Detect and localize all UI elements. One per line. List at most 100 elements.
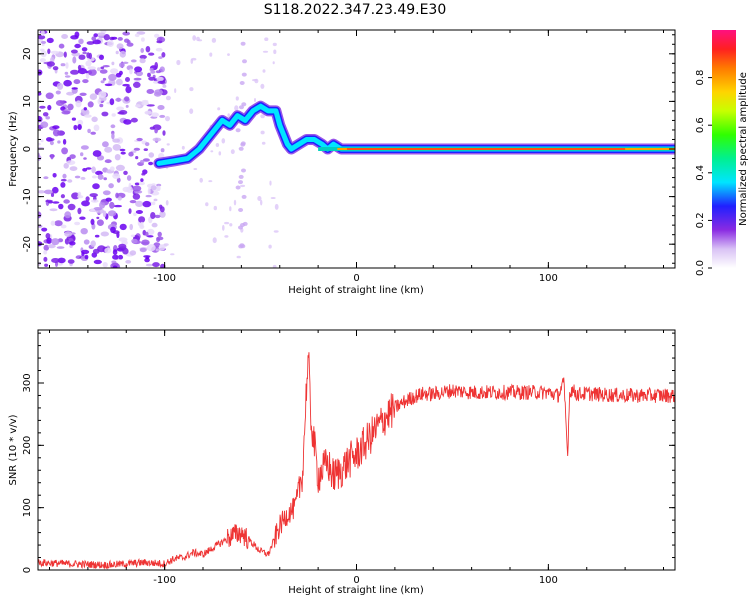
noise-speckle xyxy=(269,180,272,186)
noise-speckle xyxy=(230,149,235,155)
noise-speckle xyxy=(165,116,170,122)
noise-speckle xyxy=(61,110,71,115)
noise-speckle xyxy=(146,235,154,238)
noise-speckle xyxy=(158,244,166,251)
noise-speckle xyxy=(235,96,239,101)
noise-speckle xyxy=(150,70,156,74)
noise-speckle xyxy=(85,167,92,170)
noise-speckle xyxy=(116,78,123,86)
noise-speckle xyxy=(44,263,49,267)
colorbar: 0.0 0.2 0.4 0.6 0.8 Normalized spectral ampl… xyxy=(695,30,749,276)
noise-speckle xyxy=(92,150,102,157)
noise-speckle xyxy=(239,81,245,85)
noise-speckle xyxy=(150,212,156,219)
noise-speckle xyxy=(93,207,103,211)
noise-speckle xyxy=(71,87,78,90)
noise-speckle xyxy=(122,186,130,193)
noise-speckle xyxy=(125,260,132,264)
noise-speckle xyxy=(92,183,100,190)
spectrogram-xtick-label: 100 xyxy=(539,273,558,284)
noise-speckle xyxy=(262,69,266,73)
colorbar-tick-label: 0.8 xyxy=(695,70,706,86)
noise-speckle xyxy=(97,245,106,253)
noise-speckle xyxy=(161,52,166,58)
noise-speckle xyxy=(42,112,49,117)
noise-speckle xyxy=(66,160,76,166)
noise-speckle xyxy=(135,210,143,214)
noise-speckle xyxy=(96,32,106,37)
noise-speckle xyxy=(38,211,42,219)
noise-speckle xyxy=(49,140,54,146)
noise-speckle xyxy=(132,185,142,192)
noise-speckle xyxy=(111,36,118,40)
noise-speckle xyxy=(153,198,158,202)
noise-speckle xyxy=(236,255,241,259)
noise-speckle xyxy=(272,264,277,268)
noise-speckle xyxy=(212,237,217,244)
noise-speckle xyxy=(85,196,90,202)
noise-speckle xyxy=(60,194,65,199)
noise-speckle xyxy=(47,244,56,249)
noise-speckle xyxy=(235,128,241,133)
noise-speckle xyxy=(155,70,161,74)
noise-speckle xyxy=(122,247,129,255)
noise-speckle xyxy=(112,254,119,260)
noise-speckle xyxy=(148,52,155,56)
noise-speckle xyxy=(87,128,91,134)
noise-speckle xyxy=(136,137,143,142)
noise-speckle xyxy=(93,33,98,38)
noise-speckle xyxy=(43,256,48,262)
noise-speckle xyxy=(101,111,109,117)
noise-speckle xyxy=(117,196,122,201)
noise-speckle xyxy=(146,104,155,107)
noise-speckle xyxy=(43,250,48,255)
noise-speckle xyxy=(116,177,121,183)
noise-speckle xyxy=(156,185,161,191)
noise-speckle xyxy=(100,66,105,70)
spectrogram-ytick-label: -10 xyxy=(22,188,33,204)
noise-speckle xyxy=(159,114,166,118)
noise-speckle xyxy=(119,223,127,231)
noise-speckle xyxy=(58,203,64,210)
noise-speckle xyxy=(102,210,107,218)
noise-speckle xyxy=(77,64,82,71)
noise-speckle xyxy=(69,241,76,246)
noise-speckle xyxy=(50,50,59,55)
snr-ytick-label: 300 xyxy=(22,373,33,392)
noise-speckle xyxy=(94,234,100,238)
noise-speckle xyxy=(38,35,46,40)
noise-speckle xyxy=(133,77,142,81)
noise-speckle xyxy=(51,238,60,246)
noise-speckle xyxy=(273,230,279,233)
noise-speckle xyxy=(125,86,132,94)
noise-speckle xyxy=(154,128,158,134)
noise-speckle xyxy=(115,192,119,199)
noise-speckle xyxy=(123,170,128,175)
noise-speckle xyxy=(39,58,46,63)
noise-speckle xyxy=(52,186,59,194)
noise-speckle xyxy=(160,148,165,153)
noise-speckle xyxy=(86,41,95,45)
noise-speckle xyxy=(69,166,78,172)
noise-speckle xyxy=(55,90,61,95)
noise-speckle xyxy=(117,37,123,41)
noise-speckle xyxy=(66,91,75,96)
noise-speckle xyxy=(93,124,100,132)
noise-speckle xyxy=(74,221,81,226)
noise-speckle xyxy=(268,244,272,249)
noise-speckle xyxy=(209,52,213,57)
noise-speckle xyxy=(87,101,94,108)
noise-speckle xyxy=(241,102,247,107)
noise-speckle xyxy=(82,51,87,55)
noise-speckle xyxy=(151,112,160,118)
noise-speckle xyxy=(84,114,92,118)
noise-speckle xyxy=(140,221,144,228)
noise-speckle xyxy=(154,89,164,95)
noise-speckle xyxy=(116,43,124,50)
noise-speckle xyxy=(155,47,163,52)
noise-speckle xyxy=(93,259,102,265)
noise-speckle xyxy=(221,138,226,144)
noise-speckle xyxy=(81,200,90,207)
noise-speckle xyxy=(83,157,87,160)
noise-speckle xyxy=(81,47,88,52)
